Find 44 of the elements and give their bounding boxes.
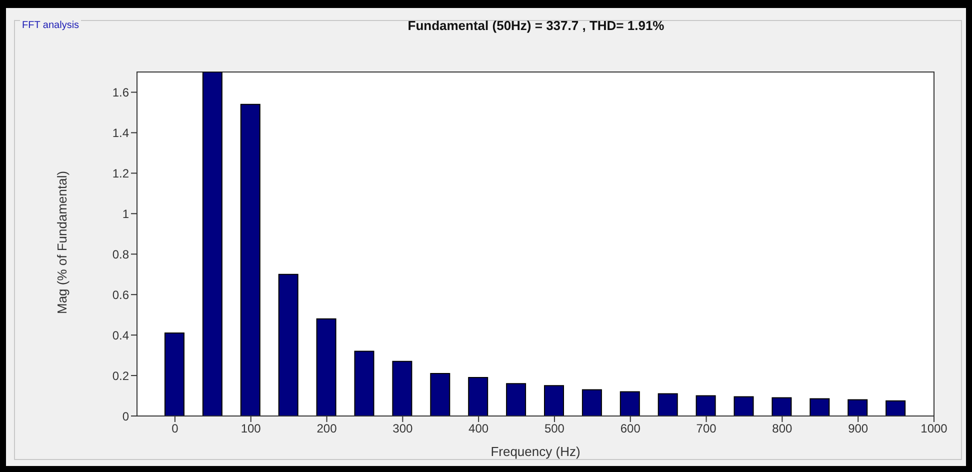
text: FFT analysis [20,20,82,31]
y-tick-label: 0.2 [112,368,130,383]
x-tick-label: 100 [240,422,262,436]
bar [430,373,450,416]
y-axis-title: Mag (% of Fundamental) [54,170,70,314]
y-tick-label: 0.6 [112,288,130,302]
x-tick-label: 0 [172,422,179,436]
bar [392,360,412,416]
chart-title: Fundamental (50Hz) = 337.7 , THD= 1.91% [408,18,664,33]
y-tick-label: 0 [122,409,130,424]
x-tick-label: 600 [620,422,641,436]
y-tick-label: 0.4 [112,328,130,342]
bar [316,318,336,416]
y-tick-label: 1.4 [112,126,130,140]
x-tick-label: 400 [468,422,489,436]
bar [468,377,488,416]
bar [620,391,640,416]
bar [734,396,754,416]
bar [278,274,298,416]
x-tick-label: 700 [696,422,717,436]
y-tick-label: 1.6 [112,85,130,100]
y-tick-label: 1.2 [112,166,130,180]
bar [582,389,602,416]
bar [544,385,564,416]
bar [848,399,868,416]
x-tick-label: 300 [392,422,413,436]
bar [696,395,716,416]
bar [240,104,260,416]
bar [886,400,906,416]
x-tick-label: 900 [848,422,868,436]
bar [202,72,222,416]
y-tick-label: 1 [122,206,130,221]
x-axis-title: Frequency (Hz) [490,444,580,459]
x-tick-label: 200 [316,422,338,436]
x-tick-label: 500 [544,422,565,436]
x-tick-label: 1000 [920,422,948,436]
bar [164,332,184,416]
bar [810,398,830,416]
bar [506,383,526,416]
y-tick-label: 0.8 [112,247,130,262]
bar [354,350,374,416]
bar [658,393,678,416]
x-tick-label: 800 [772,422,793,436]
bar [772,397,792,416]
